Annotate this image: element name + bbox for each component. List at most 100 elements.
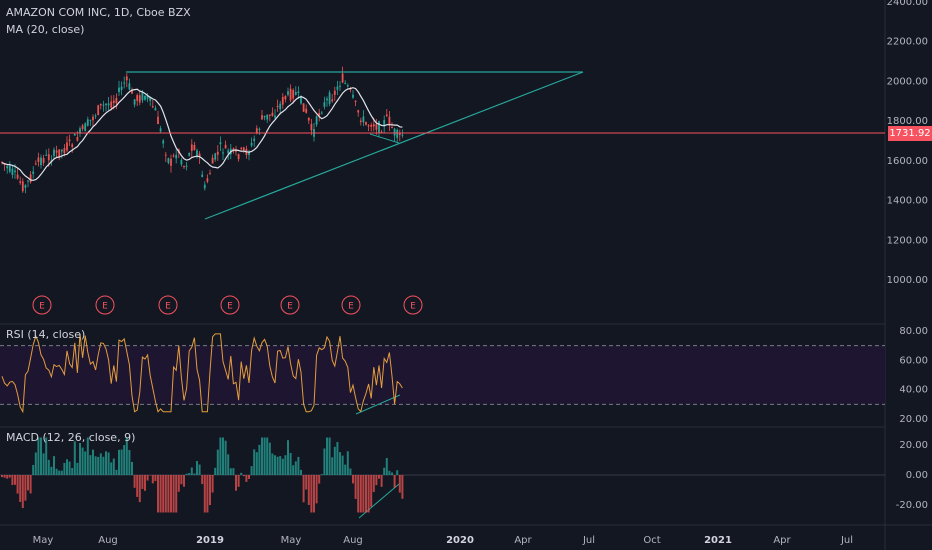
candle-body xyxy=(297,91,300,94)
candle-body xyxy=(240,147,243,149)
macd-bar xyxy=(125,437,128,475)
macd-histogram xyxy=(1,437,404,513)
macd-bar xyxy=(333,446,336,475)
macd-bar xyxy=(58,470,61,475)
candle-body xyxy=(333,90,336,95)
macd-bar xyxy=(53,456,55,475)
candle-body xyxy=(146,95,149,99)
support-trendline[interactable] xyxy=(204,71,584,220)
candle-body xyxy=(336,86,339,90)
candle-body xyxy=(307,117,310,121)
macd-bar xyxy=(346,451,349,475)
axis-tick-label: 20.00 xyxy=(899,414,928,425)
macd-bar xyxy=(203,475,206,513)
earnings-marker xyxy=(341,295,361,315)
macd-bar xyxy=(183,475,185,487)
candle-body xyxy=(271,112,274,117)
macd-bar xyxy=(240,472,243,475)
earnings-marker xyxy=(158,295,178,315)
macd-bar xyxy=(383,467,386,475)
macd-bar xyxy=(55,468,58,475)
candle-body xyxy=(16,174,19,179)
candle-body xyxy=(29,174,32,183)
macd-bar xyxy=(99,453,102,475)
rsi-divergence-line[interactable] xyxy=(355,394,401,415)
candle-body xyxy=(151,106,154,108)
macd-bar xyxy=(310,475,313,513)
time-axis-label: Jul xyxy=(840,535,853,546)
symbol-title[interactable]: AMAZON COM INC, 1D, Cboe BZX xyxy=(6,6,191,19)
rsi-legend[interactable]: RSI (14, close) xyxy=(6,328,86,341)
macd-bar xyxy=(248,475,250,479)
macd-bar xyxy=(185,473,188,475)
ma-legend[interactable]: MA (20, close) xyxy=(6,23,85,36)
macd-bar xyxy=(29,475,32,494)
candle-body xyxy=(40,157,42,166)
candle-body xyxy=(222,152,224,154)
macd-bar xyxy=(214,467,217,475)
macd-bar xyxy=(37,437,40,475)
candle-body xyxy=(32,171,35,174)
earnings-marker xyxy=(280,295,300,315)
macd-bar xyxy=(279,456,282,475)
macd-bar xyxy=(357,475,360,513)
macd-bar xyxy=(47,459,50,475)
candle-body xyxy=(162,140,165,144)
candle-body xyxy=(136,95,139,101)
candle-body xyxy=(19,181,22,183)
macd-bar xyxy=(60,470,63,475)
candle-body xyxy=(60,149,63,152)
macd-bar xyxy=(180,475,183,485)
price-axis[interactable]: 2400.00 2200.00 2000.00 1800.00 1600.00 1400.… xyxy=(887,0,928,511)
candle-body xyxy=(287,91,289,95)
candle-body xyxy=(289,88,292,101)
candle-body xyxy=(203,184,206,189)
macd-bar xyxy=(326,437,328,475)
macd-bar xyxy=(24,475,27,501)
earnings-marker-label: E xyxy=(410,302,416,312)
macd-bar xyxy=(393,475,396,488)
macd-bar xyxy=(157,475,159,513)
macd-bar xyxy=(323,448,326,475)
macd-bar xyxy=(352,475,354,484)
macd-bar xyxy=(110,462,113,475)
candle-body xyxy=(354,100,357,102)
price-divergence-line[interactable] xyxy=(369,133,400,144)
earnings-marker-label: E xyxy=(287,302,293,312)
candle-body xyxy=(206,178,209,182)
macd-bar xyxy=(292,465,295,475)
macd-legend[interactable]: MACD (12, 26, close, 9) xyxy=(6,431,136,444)
macd-bar xyxy=(50,466,53,475)
candle-body xyxy=(6,166,9,169)
macd-bar xyxy=(281,458,284,475)
macd-bar xyxy=(294,461,297,475)
macd-bar xyxy=(307,475,310,505)
candle-body xyxy=(346,85,349,87)
candle-body xyxy=(362,116,365,123)
candle-body xyxy=(53,149,55,156)
candle-body xyxy=(339,85,341,87)
earnings-marker xyxy=(95,295,115,315)
candle-body xyxy=(102,104,105,106)
macd-bar xyxy=(1,475,3,478)
earnings-marker-label: E xyxy=(165,302,171,312)
candle-body xyxy=(310,123,313,131)
candle-body xyxy=(92,116,94,121)
candle-body xyxy=(185,165,188,167)
candle-body xyxy=(58,149,61,158)
macd-bar xyxy=(209,475,211,506)
macd-bar xyxy=(16,475,19,494)
candle-body xyxy=(378,121,380,133)
macd-bar xyxy=(274,455,276,475)
candle-body xyxy=(1,161,3,163)
candle-body xyxy=(180,160,183,165)
candle-body xyxy=(8,164,11,172)
candle-body xyxy=(183,166,185,168)
candle-body xyxy=(401,134,404,136)
time-axis[interactable]: May Aug 2019 May Aug 2020 Apr Jul Oct 2021 Apr Jul xyxy=(33,535,853,546)
macd-bar xyxy=(344,464,347,475)
candle-body xyxy=(263,115,266,118)
axis-tick-label: 40.00 xyxy=(899,385,928,396)
